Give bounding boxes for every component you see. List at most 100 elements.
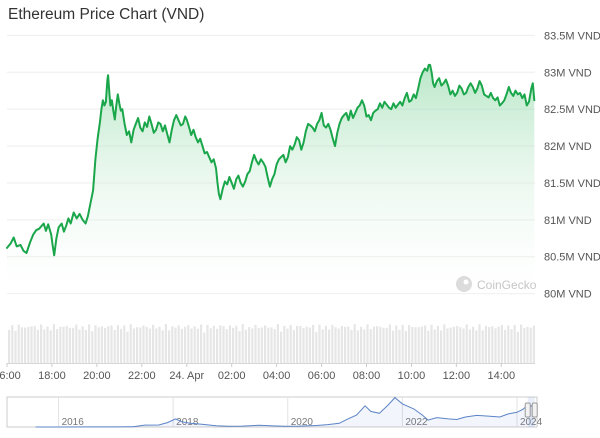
volume-bar	[411, 326, 414, 363]
volume-bar	[392, 330, 395, 363]
volume-bar	[171, 326, 174, 363]
x-tick-label: 12:00	[443, 370, 471, 382]
volume-bar	[232, 327, 235, 363]
volume-bar	[52, 324, 55, 363]
range-navigator[interactable]: 2016 2018 2020 2022 2024	[6, 396, 543, 428]
volume-bar	[334, 327, 337, 363]
volume-bar	[507, 325, 510, 363]
volume-bar	[424, 325, 427, 363]
volume-bar	[36, 329, 39, 363]
x-tick-label: 06:00	[308, 370, 336, 382]
volume-bar	[139, 327, 142, 363]
coingecko-logo-eye	[463, 279, 469, 285]
volume-bar	[206, 324, 209, 363]
y-tick-label: 80.5M VND	[544, 252, 600, 264]
volume-bar	[94, 325, 97, 363]
volume-bar	[120, 328, 123, 363]
volume-bar	[363, 329, 366, 363]
volume-bar	[500, 325, 503, 363]
volume-bar	[296, 325, 299, 363]
volume-bar	[315, 332, 318, 363]
volume-bar	[27, 326, 30, 363]
x-tick-label: 18:00	[38, 370, 66, 382]
volume-bar	[241, 324, 244, 363]
volume-bar	[286, 328, 289, 363]
volume-bar	[372, 326, 375, 363]
volume-bar	[292, 330, 295, 363]
navigator-selected-range[interactable]	[527, 397, 535, 427]
watermark-text: CoinGecko	[477, 278, 537, 292]
volume-bar	[440, 330, 443, 363]
navigator-handle[interactable]	[524, 402, 531, 418]
volume-bar	[337, 328, 340, 363]
volume-bar	[523, 328, 526, 363]
volume-bar	[452, 326, 455, 363]
volume-bar	[529, 327, 532, 363]
volume-bar	[129, 324, 132, 363]
volume-bar	[520, 324, 523, 363]
volume-bar	[200, 324, 203, 363]
volume-bar	[212, 326, 215, 363]
x-tick-label: 16:00	[0, 370, 21, 382]
volume-bar	[17, 324, 20, 363]
volume-bar	[468, 329, 471, 363]
volume-bar	[369, 329, 372, 363]
x-tick-label: 14:00	[488, 370, 516, 382]
volume-bar	[289, 325, 292, 363]
y-tick-label: 82M VND	[544, 141, 592, 153]
volume-bar	[110, 325, 113, 363]
volume-bar	[40, 324, 43, 363]
volume-bar	[24, 327, 27, 363]
volume-bar	[283, 325, 286, 363]
x-tick-label: 10:00	[398, 370, 426, 382]
volume-bar	[152, 324, 155, 363]
y-axis-labels: 80M VND 80.5M VND 81M VND 81.5M VND 82M VND 8…	[544, 30, 600, 300]
volume-bar	[344, 326, 347, 363]
y-tick-label: 83M VND	[544, 67, 592, 79]
volume-bar	[299, 325, 302, 363]
volume-bar	[478, 324, 481, 363]
volume-bar	[446, 328, 449, 363]
volume-bar	[193, 326, 196, 363]
volume-bar	[97, 327, 100, 363]
volume-bar	[91, 331, 94, 363]
volume-bar	[158, 326, 161, 363]
volume-bar	[328, 329, 331, 363]
volume-bar	[14, 330, 17, 363]
volume-bar	[264, 325, 267, 363]
volume-bar	[347, 326, 350, 363]
volume-bar	[238, 331, 241, 363]
volume-bar	[366, 324, 369, 363]
volume-bar	[312, 324, 315, 363]
volume-bar	[196, 328, 199, 363]
volume-bar	[174, 327, 177, 363]
volume-bar	[420, 326, 423, 363]
volume-bar	[443, 324, 446, 363]
navigator-handle[interactable]	[531, 402, 538, 418]
volume-bar	[145, 326, 148, 363]
volume-bar	[216, 328, 219, 363]
y-tick-label: 83.5M VND	[544, 30, 600, 42]
navigator-area	[35, 397, 535, 427]
navigator-tick-label: 2016	[62, 417, 85, 428]
volume-bar	[254, 324, 257, 363]
volume-bar	[30, 326, 33, 363]
x-tick-label: 20:00	[83, 370, 111, 382]
volume-bar	[33, 326, 36, 363]
volume-bar	[59, 326, 62, 363]
volume-bar	[340, 326, 343, 363]
volume-bar	[475, 330, 478, 363]
volume-bar	[497, 326, 500, 363]
volume-bar	[302, 327, 305, 363]
volume-bar	[116, 325, 119, 363]
volume-bar	[78, 329, 81, 363]
navigator-tick-label: 2024	[520, 417, 543, 428]
x-tick-label: 04:00	[263, 370, 291, 382]
volume-bar	[462, 328, 465, 363]
volume-bar	[65, 326, 68, 363]
volume-bar	[164, 324, 167, 363]
volume-bar	[148, 328, 151, 363]
navigator-line	[35, 396, 535, 428]
